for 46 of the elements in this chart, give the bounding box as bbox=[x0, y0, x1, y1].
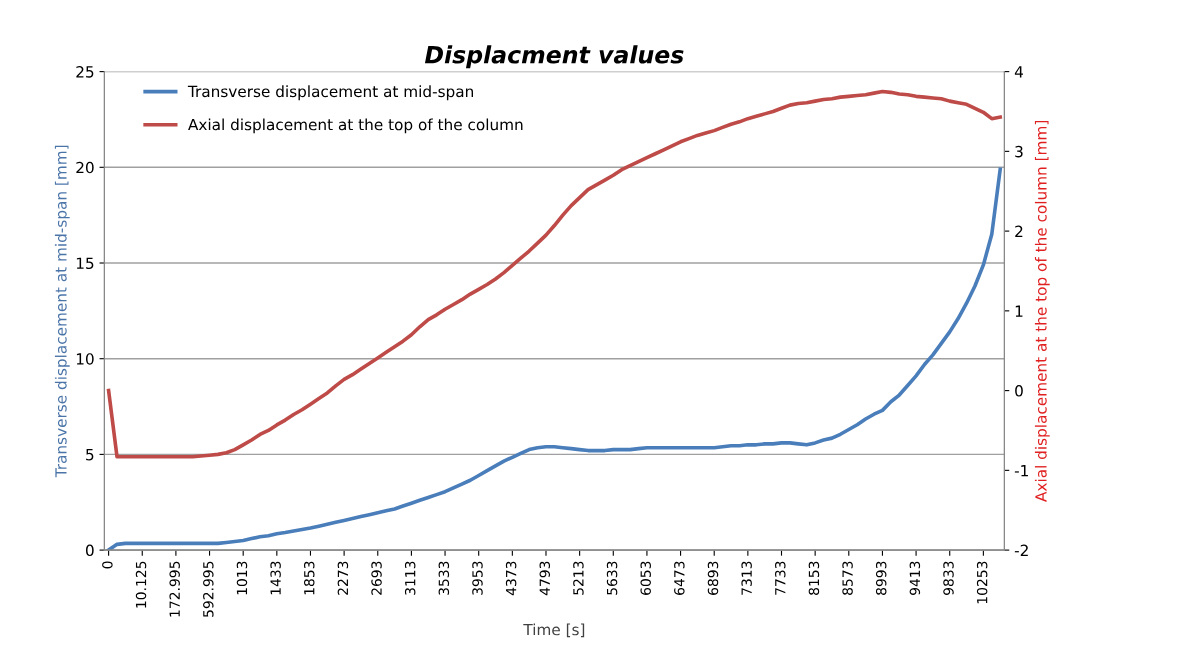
legend-label: Transverse displacement at mid-span bbox=[187, 85, 473, 101]
y2-axis-title: Axial displacement at the top of the column [mm] bbox=[1034, 120, 1050, 502]
x-tick-label: 5633 bbox=[606, 561, 618, 595]
y2-tick-label: -1 bbox=[1014, 465, 1028, 477]
y2-tick-label: 0 bbox=[1015, 385, 1023, 397]
y-axis-title: Transverse displacement at mid-span [mm] bbox=[54, 145, 70, 478]
y2-tick-label: -2 bbox=[1014, 544, 1028, 556]
y-tick-label: 5 bbox=[86, 449, 94, 461]
x-tick-label: 172.995 bbox=[169, 561, 180, 617]
x-tick-label: 7313 bbox=[741, 561, 752, 595]
x-tick-label: 1853 bbox=[304, 561, 315, 595]
x-tick-label: 1013 bbox=[236, 561, 248, 595]
y-tick-label: 0 bbox=[85, 544, 94, 557]
chart-title: Displacment values bbox=[424, 45, 684, 69]
x-tick-label: 9413 bbox=[909, 561, 921, 595]
y-tick-label: 15 bbox=[76, 257, 94, 270]
y2-tick-label: 1 bbox=[1015, 305, 1023, 317]
x-tick-label: 6473 bbox=[674, 561, 685, 595]
x-tick-label: 8993 bbox=[875, 561, 887, 595]
x-tick-label: 3113 bbox=[404, 561, 416, 595]
x-tick-label: 2273 bbox=[337, 561, 349, 595]
y2-tick-label: 4 bbox=[1014, 66, 1023, 78]
x-tick-label: 5213 bbox=[573, 561, 584, 595]
x-tick-label: 6893 bbox=[707, 561, 719, 595]
y-tick-label: 10 bbox=[76, 353, 94, 365]
y2-tick-label: 3 bbox=[1015, 145, 1023, 158]
x-tick-label: 10.125 bbox=[135, 561, 147, 608]
x-tick-label: 4793 bbox=[539, 561, 551, 596]
y-tick-label: 20 bbox=[76, 161, 94, 174]
x-tick-label: 8573 bbox=[842, 561, 853, 595]
x-tick-label: 8153 bbox=[808, 561, 820, 595]
x-tick-label: 3533 bbox=[438, 561, 450, 595]
x-axis-title: Time [s] bbox=[523, 623, 585, 638]
legend-label: Axial displacement at the top of the column bbox=[188, 118, 523, 134]
x-tick-label: 6053 bbox=[640, 561, 651, 595]
x-tick-label: 3953 bbox=[472, 561, 483, 595]
x-tick-label: 7733 bbox=[775, 561, 786, 595]
x-tick-label: 9833 bbox=[943, 561, 954, 595]
x-tick-label: 4373 bbox=[505, 561, 517, 596]
y-tick-label: 25 bbox=[76, 66, 94, 78]
x-tick-label: 2693 bbox=[371, 561, 382, 595]
x-tick-label: 0 bbox=[102, 561, 113, 569]
x-tick-label: 592.995 bbox=[203, 561, 214, 617]
x-tick-label: 10253 bbox=[976, 561, 988, 604]
x-tick-label: 1433 bbox=[270, 561, 281, 595]
y2-tick-label: 2 bbox=[1015, 225, 1023, 237]
